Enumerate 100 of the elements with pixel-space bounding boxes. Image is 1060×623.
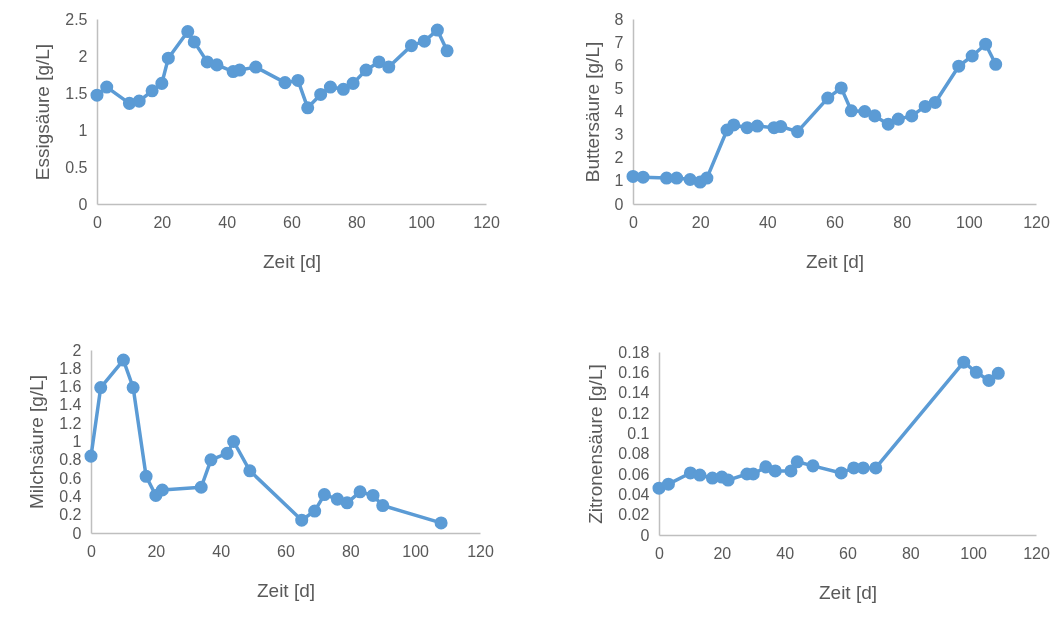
point [928, 95, 942, 109]
x-axis-title: Zeit [d] [256, 579, 316, 601]
y-tick-label: 0.02 [618, 506, 650, 524]
y-tick-label: 7 [614, 33, 624, 51]
y-tick-label: 0 [72, 524, 82, 542]
point [774, 120, 788, 134]
y-tick-label: 0.08 [618, 445, 650, 463]
y-tick-label: 1 [72, 433, 82, 450]
x-tick-label: 120 [473, 213, 500, 231]
point [700, 171, 714, 185]
x-tick-label: 40 [212, 542, 231, 560]
point [834, 466, 848, 480]
x-tick-label: 120 [1023, 213, 1050, 231]
point [295, 513, 309, 527]
y-tick-label: 0 [78, 195, 88, 213]
point [382, 60, 396, 74]
point [821, 91, 835, 105]
x-tick-label: 80 [347, 213, 366, 231]
point [969, 365, 983, 379]
point [768, 464, 782, 478]
point [750, 119, 764, 133]
y-tick-label: 1.5 [65, 84, 88, 102]
y-tick-label: 1 [78, 121, 88, 139]
y-tick-label: 2 [78, 47, 88, 65]
point [989, 57, 1003, 71]
x-axis-title: Zeit [d] [818, 581, 878, 603]
x-tick-label: 80 [893, 213, 912, 231]
point [404, 39, 418, 53]
point [336, 82, 350, 96]
point [858, 104, 872, 119]
y-tick-label: 0.06 [618, 465, 650, 483]
point [957, 355, 971, 369]
y-axis-title: Zitronensäure [g/L] [585, 364, 607, 524]
point [806, 459, 820, 473]
point [359, 63, 373, 77]
y-tick-label: 1.4 [59, 396, 82, 414]
point [181, 25, 195, 39]
y-axis-title: Milchsäure [g/L] [26, 374, 48, 510]
x-tick-label: 0 [655, 544, 665, 562]
x-tick-label: 20 [153, 213, 172, 231]
y-tick-label: 0.8 [59, 451, 82, 469]
point [791, 125, 805, 139]
y-tick-label: 2.5 [65, 10, 88, 28]
point [727, 118, 741, 132]
y-tick-label: 0.6 [59, 469, 82, 487]
y-tick-label: 6 [614, 56, 624, 74]
point [132, 94, 146, 108]
point [340, 496, 354, 510]
point [430, 23, 444, 37]
y-axis-title: Buttersäure [g/L] [581, 41, 603, 183]
point [366, 488, 380, 502]
y-tick-label: 4 [614, 103, 624, 120]
x-axis-title: Zeit [d] [262, 250, 322, 272]
y-tick-label: 0.2 [59, 506, 82, 524]
x-tick-label: 100 [402, 542, 430, 560]
x-tick-label: 40 [218, 213, 237, 231]
point [278, 76, 292, 90]
y-tick-label: 0.5 [65, 158, 88, 176]
point [187, 35, 201, 49]
x-tick-label: 80 [901, 544, 920, 562]
point [233, 63, 247, 77]
point [844, 104, 858, 118]
point [84, 449, 98, 463]
x-tick-label: 60 [826, 213, 844, 231]
point [314, 87, 328, 101]
x-tick-label: 100 [408, 213, 436, 231]
point [155, 483, 169, 497]
point [145, 84, 159, 98]
y-tick-label: 0.04 [618, 485, 650, 503]
y-tick-label: 5 [614, 79, 624, 97]
point [243, 464, 257, 478]
y-tick-label: 0.4 [59, 487, 82, 505]
point [440, 44, 454, 58]
point [856, 461, 870, 475]
point [90, 88, 104, 102]
point [881, 117, 895, 131]
x-tick-label: 120 [1023, 544, 1050, 562]
point [636, 170, 650, 184]
x-tick-label: 40 [776, 544, 795, 562]
y-tick-label: 0.18 [618, 343, 650, 361]
point [905, 109, 919, 123]
point [210, 58, 224, 72]
y-tick-label: 3 [614, 126, 624, 144]
point [982, 373, 996, 387]
point [100, 80, 114, 94]
y-tick-label: 0.16 [618, 363, 650, 381]
point [693, 468, 707, 482]
x-tick-label: 100 [955, 213, 983, 231]
y-tick-label: 1.8 [59, 359, 82, 377]
x-tick-label: 20 [691, 213, 710, 231]
y-tick-label: 1.6 [59, 378, 82, 396]
point [249, 60, 263, 74]
y-tick-label: 0 [640, 526, 650, 544]
point [194, 480, 208, 494]
y-tick-label: 1.2 [59, 414, 82, 432]
point [116, 353, 130, 367]
point [434, 516, 448, 530]
point [918, 99, 932, 113]
point [979, 37, 993, 51]
y-tick-label: 2 [72, 341, 82, 359]
